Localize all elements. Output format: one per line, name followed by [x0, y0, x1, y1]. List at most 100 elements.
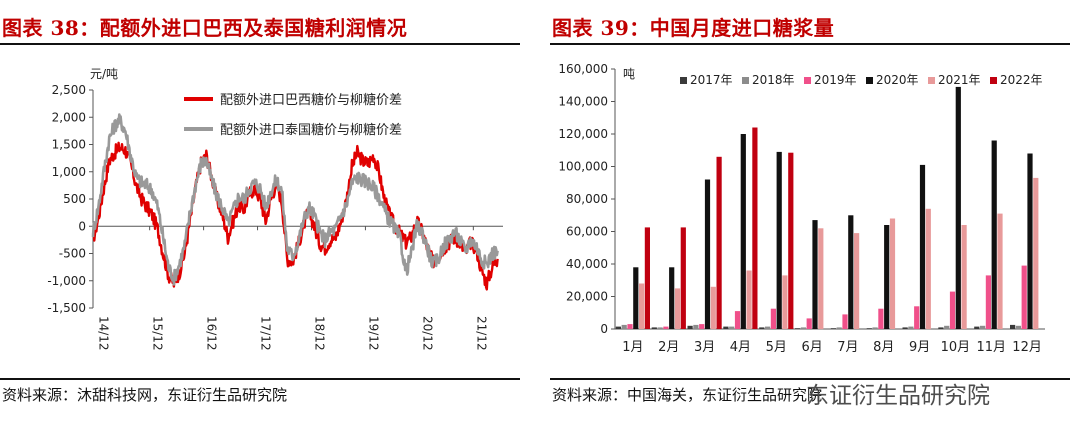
- right-panel: 图表 39：中国月度进口糖浆量 吨 160,000 140,000 120,000 10…: [550, 0, 1080, 436]
- y-tick-label: 160,000: [558, 62, 608, 76]
- x-tick-label: 19/12: [366, 316, 380, 351]
- bar-2022年: [644, 227, 650, 329]
- bar-2021年: [889, 218, 896, 329]
- bar-2020年: [740, 134, 746, 329]
- x-tick-label: 18/12: [312, 316, 326, 351]
- bar-2017年: [902, 327, 908, 329]
- x-tick-label: 15/12: [151, 316, 165, 351]
- bar-2018年: [836, 327, 842, 329]
- bar-2020年: [848, 215, 854, 330]
- bar-2018年: [908, 326, 914, 329]
- x-tick-label: 10月: [941, 340, 971, 355]
- bar-2020年: [633, 267, 639, 330]
- x-tick-label: 21/12: [474, 316, 488, 351]
- bar-2017年: [615, 326, 621, 329]
- bar-2021年: [639, 283, 645, 329]
- bar-2018年: [621, 324, 627, 329]
- bar-2019年: [949, 291, 956, 329]
- x-tick-label: 20/12: [420, 316, 434, 351]
- legend-label: 2017年: [690, 73, 733, 87]
- bar-2021年: [710, 286, 716, 330]
- legend-swatch: [804, 77, 811, 84]
- right-source: 资料来源：中国海关，东证衍生品研究院: [552, 386, 823, 404]
- legend-label: 2019年: [814, 73, 857, 87]
- bar-2020年: [669, 267, 675, 330]
- bar-2019年: [663, 326, 669, 329]
- x-tick-label: 1月: [622, 340, 643, 355]
- left-panel: 图表 38：配额外进口巴西及泰国糖利润情况 元/吨 2,500 2,000 1,500…: [0, 0, 530, 436]
- x-tick-label: 9月: [909, 340, 930, 355]
- left-chart-title: 图表 38：配额外进口巴西及泰国糖利润情况: [2, 16, 408, 40]
- x-tick-label: 7月: [837, 340, 858, 355]
- bar-2019年: [842, 314, 848, 329]
- series-line-brazil: [91, 141, 499, 291]
- bar-2017年: [687, 325, 693, 330]
- legend-swatch: [990, 77, 997, 84]
- bar-2018年: [944, 325, 950, 330]
- y-tick-label: -1,500: [47, 301, 86, 315]
- bar-chart: 吨 160,000 140,000 120,000 100,000 80,000 60,00…: [558, 62, 1045, 355]
- bar-2021年: [674, 288, 681, 329]
- legend-label: 配额外进口巴西糖价与柳糖价差: [220, 92, 402, 108]
- y-tick-label: 100,000: [558, 160, 608, 174]
- bar-2022年: [752, 127, 758, 329]
- bar-2021年: [961, 225, 967, 329]
- y-tick-label: -1,000: [47, 274, 86, 288]
- x-tick-label: 5月: [766, 340, 787, 355]
- legend-swatch: [866, 77, 873, 84]
- x-tick-label: 3月: [694, 340, 715, 355]
- series-line-thailand: [91, 113, 499, 286]
- bar-2020年: [955, 86, 961, 330]
- x-tick-label: 12月: [1012, 340, 1042, 355]
- y-tick-label: 2,000: [52, 110, 86, 124]
- y-tick-label: 140,000: [558, 95, 608, 109]
- bar-2017年: [866, 328, 872, 329]
- bar-2017年: [723, 326, 729, 329]
- legend-swatch: [742, 77, 749, 84]
- bar-2021年: [925, 208, 931, 330]
- legend-swatch: [928, 77, 935, 84]
- left-source-rule: [0, 378, 520, 380]
- y-tick-label: 0: [78, 219, 86, 233]
- bar-2021年: [1033, 177, 1039, 329]
- bar-2018年: [693, 324, 699, 329]
- bar-2017年: [651, 327, 657, 329]
- legend-label: 2020年: [876, 73, 919, 87]
- bar-2019年: [770, 308, 776, 329]
- right-source-rule: [550, 378, 1070, 380]
- left-title-rule: [0, 43, 520, 45]
- bar-2021年: [818, 228, 824, 330]
- line-chart: 元/吨 2,500 2,000 1,500 1,000 500 0 -500 -1,000 -1,…: [47, 67, 503, 351]
- bar-2018年: [980, 325, 986, 330]
- y-tick-label: 80,000: [566, 192, 608, 206]
- bar-2017年: [795, 328, 801, 329]
- bar-2018年: [1015, 325, 1021, 330]
- y-tick-label: 0: [600, 322, 608, 336]
- bar-2018年: [765, 326, 771, 329]
- bar-2019年: [806, 318, 812, 329]
- bar-2018年: [729, 326, 735, 329]
- bar-2017年: [830, 328, 836, 329]
- legend-label: 2018年: [752, 73, 795, 87]
- bar-2020年: [919, 164, 926, 329]
- x-tick-label: 11月: [976, 340, 1006, 355]
- bar-2020年: [776, 151, 782, 329]
- bar-2017年: [938, 327, 944, 329]
- y-tick-label: -500: [59, 247, 86, 261]
- bar-2018年: [800, 327, 806, 329]
- bar-2021年: [782, 275, 788, 329]
- bar-2017年: [1010, 324, 1016, 329]
- bar-2020年: [1027, 153, 1033, 329]
- bar-2019年: [734, 311, 741, 329]
- bar-2019年: [1021, 265, 1027, 329]
- x-tick-label: 6月: [801, 340, 822, 355]
- bar-2018年: [872, 327, 878, 329]
- watermark: 东证衍生品研究院: [806, 383, 990, 409]
- bar-2021年: [746, 270, 752, 329]
- y-tick-label: 20,000: [566, 290, 608, 304]
- y-tick-label: 40,000: [566, 257, 608, 271]
- bar-2019年: [914, 306, 920, 330]
- legend-swatch: [680, 77, 687, 84]
- y-tick-label: 1,000: [52, 165, 86, 179]
- legend-label: 配额外进口泰国糖价与柳糖价差: [220, 122, 402, 138]
